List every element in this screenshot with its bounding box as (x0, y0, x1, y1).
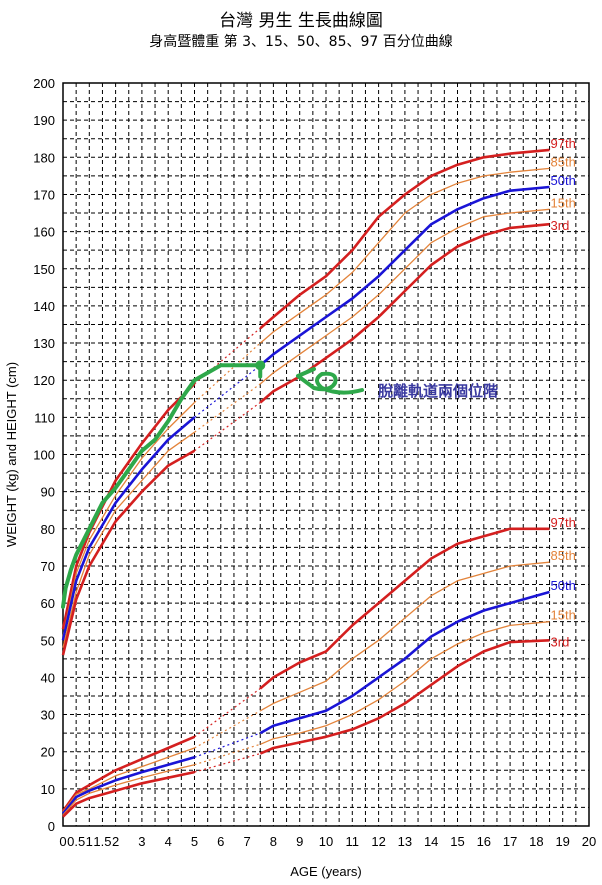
height-3rd-label: 3rd (551, 218, 570, 233)
x-tick-label: 7 (243, 834, 250, 849)
y-tick-label: 150 (33, 262, 55, 277)
x-tick-label: 12 (371, 834, 385, 849)
height-15th-curve-late (259, 208, 550, 385)
height-85th-label: 85th (551, 154, 576, 169)
x-tick-label: 4 (165, 834, 172, 849)
x-tick-label: 18 (529, 834, 543, 849)
y-tick-label: 160 (33, 225, 55, 240)
x-tick-label: 8 (270, 834, 277, 849)
height-3rd-curve-late (259, 222, 550, 404)
y-tick-label: 110 (34, 410, 55, 425)
x-axis-label: AGE (years) (290, 864, 362, 879)
y-tick-label: 170 (33, 187, 55, 202)
height-97th-curve-late (259, 148, 550, 330)
weight-50th-curve-bridge (194, 732, 261, 758)
height-85th-curve-early (62, 402, 195, 637)
y-tick-label: 90 (41, 485, 55, 500)
weight-97th-curve-early (61, 735, 196, 812)
y-tick-label: 60 (41, 596, 55, 611)
x-tick-label: 19 (555, 834, 569, 849)
x-tick-label: 5 (191, 834, 198, 849)
x-tick-label: 9 (296, 834, 303, 849)
weight-85th-curve-late (259, 561, 550, 712)
y-tick-label: 50 (41, 633, 55, 648)
y-tick-label: 100 (33, 448, 55, 463)
height-3rd-curve-early (61, 449, 196, 656)
height-97th-curve-bridge (194, 327, 261, 385)
x-tick-label: 3 (138, 834, 145, 849)
x-tick-label: 17 (503, 834, 517, 849)
height-85th-curve-late (259, 167, 550, 344)
weight-85th-curve-bridge (194, 710, 261, 749)
chart-subtitle: 身高暨體重 第 3、15、50、85、97 百分位曲線 (149, 34, 453, 50)
y-tick-label: 130 (33, 336, 55, 351)
weight-50th-curve-late (259, 590, 550, 735)
annotation-text: 脫離軌道兩個位階 (378, 382, 498, 400)
weight-15th-label: 15th (551, 608, 576, 623)
y-tick-label: 140 (33, 299, 55, 314)
weight-97th-curve-bridge (194, 688, 261, 738)
weight-50th-curve-early (61, 756, 195, 815)
chart-title: 台灣 男生 生長曲線圖 (219, 11, 383, 31)
y-tick-label: 30 (41, 708, 55, 723)
x-tick-label: 6 (217, 834, 224, 849)
weight-15th-curve-bridge (194, 743, 261, 766)
height-15th-curve-bridge (194, 383, 261, 433)
height-50th-curve-bridge (194, 364, 261, 418)
y-tick-label: 10 (41, 782, 55, 797)
height-97th-label: 97th (551, 136, 576, 151)
x-tick-label: 15 (450, 834, 464, 849)
y-tick-label: 190 (33, 113, 55, 128)
weight-3rd-curve-early (62, 770, 195, 818)
height-15th-curve-early (62, 431, 195, 648)
weight-85th-label: 85th (551, 548, 576, 563)
height-50th-curve-early (61, 416, 196, 641)
y-tick-label: 70 (41, 559, 55, 574)
x-tick-label: 16 (477, 834, 491, 849)
weight-97th-curve-late (259, 527, 550, 690)
weight-3rd-label: 3rd (551, 634, 570, 649)
annotation-arrow (258, 363, 364, 395)
x-tick-label: 0.5 (67, 834, 85, 849)
y-tick-label: 20 (41, 745, 55, 760)
x-tick-label: 11 (346, 834, 360, 849)
y-axis-label: WEIGHT (kg) and HEIGHT (cm) (4, 362, 19, 547)
weight-15th-curve-late (260, 621, 550, 745)
height-3rd-curve-bridge (194, 402, 261, 452)
y-tick-label: 0 (48, 819, 55, 834)
x-tick-label: 13 (398, 834, 412, 849)
plot-border (62, 82, 590, 827)
x-tick-label: 2 (112, 834, 119, 849)
x-tick-label: 1.5 (93, 834, 111, 849)
weight-15th-curve-early (62, 764, 195, 816)
height-97th-curve-early (61, 382, 196, 630)
y-tick-label: 40 (41, 670, 55, 685)
weight-3rd-curve-bridge (194, 752, 261, 773)
x-tick-label: 0 (59, 834, 66, 849)
x-tick-label: 10 (319, 834, 333, 849)
weight-97th-label: 97th (551, 515, 576, 530)
weight-3rd-curve-late (259, 639, 550, 755)
y-tick-label: 200 (33, 76, 55, 91)
x-tick-label: 1 (86, 834, 93, 849)
height-15th-label: 15th (551, 195, 576, 210)
y-tick-label: 120 (33, 373, 55, 388)
y-tick-label: 80 (41, 522, 55, 537)
height-50th-curve-late (259, 185, 550, 367)
y-tick-label: 180 (33, 150, 55, 165)
weight-85th-curve-early (62, 747, 195, 813)
child-height-line (61, 363, 263, 609)
x-tick-label: 20 (582, 834, 596, 849)
weight-50th-label: 50th (551, 578, 576, 593)
x-tick-label: 14 (424, 834, 438, 849)
height-50th-label: 50th (551, 173, 576, 188)
